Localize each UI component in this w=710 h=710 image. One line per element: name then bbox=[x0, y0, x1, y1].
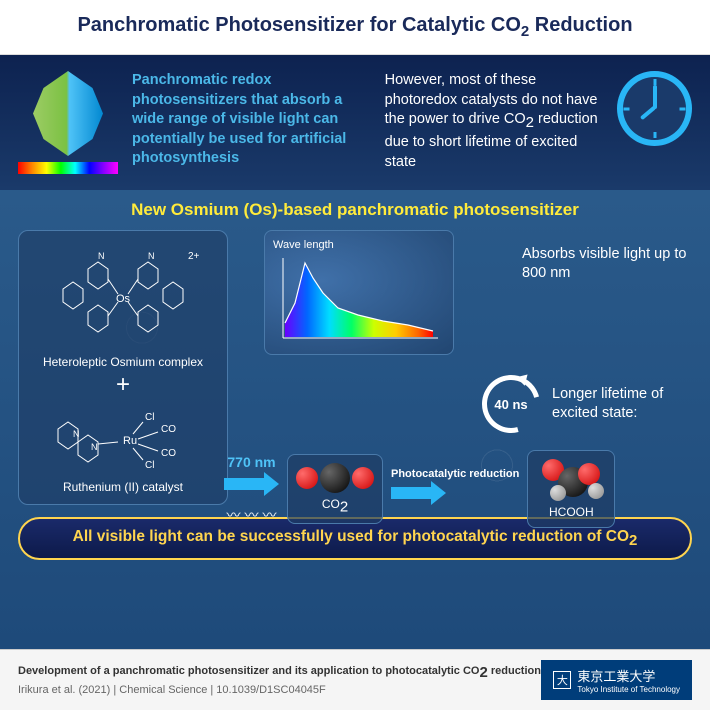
spectrum-bar bbox=[18, 162, 118, 174]
arrow-icon bbox=[391, 481, 446, 505]
nm-label: 770 nm bbox=[224, 454, 279, 470]
ns-value: 40 ns bbox=[482, 375, 540, 433]
title-bar: Panchromatic Photosensitizer for Catalyt… bbox=[0, 0, 710, 55]
title-text: Panchromatic Photosensitizer for Catalyt… bbox=[77, 14, 520, 36]
logo-jp: 東京工業大学 bbox=[577, 666, 680, 685]
intro-text-left: Panchromatic redox photosensitizers that… bbox=[132, 71, 371, 169]
tick bbox=[680, 107, 686, 110]
oxygen-atom bbox=[352, 467, 374, 489]
ns-circle-icon: 40 ns bbox=[482, 375, 540, 433]
reaction-row: 770 nm 〰〰〰 CO2 Photocatalytic reduct bbox=[224, 450, 615, 528]
intro-text-right: However, most of these photoredox cataly… bbox=[385, 71, 604, 172]
footer: Development of a panchromatic photosensi… bbox=[0, 649, 710, 710]
hcooh-molecule-box: HCOOH bbox=[527, 450, 615, 528]
hydrogen-atom bbox=[550, 485, 566, 501]
lifetime-text: Longer lifetime of excited state: bbox=[552, 385, 682, 423]
university-logo: 大 東京工業大学 Tokyo Institute of Technology bbox=[541, 660, 692, 700]
main-title: Panchromatic Photosensitizer for Catalyt… bbox=[20, 14, 690, 40]
logo-en: Tokyo Institute of Technology bbox=[577, 685, 680, 694]
chem-box: Os 2+ bbox=[18, 230, 228, 505]
hydrogen-atom bbox=[588, 483, 604, 499]
wavy-lines: 〰〰〰 bbox=[224, 505, 279, 525]
svg-text:N: N bbox=[98, 251, 105, 261]
wave-svg bbox=[273, 253, 443, 343]
co2-label: CO2 bbox=[322, 497, 348, 515]
leaf-icon bbox=[33, 71, 103, 156]
carbon-atom bbox=[320, 463, 350, 493]
logo-text: 東京工業大学 Tokyo Institute of Technology bbox=[577, 666, 680, 694]
oxygen-atom bbox=[296, 467, 318, 489]
wave-label: Wave length bbox=[273, 239, 445, 251]
wavelength-chart-box: Wave length bbox=[264, 230, 454, 355]
plus-sign: + bbox=[29, 371, 217, 399]
arrow-icon bbox=[224, 472, 279, 496]
infographic-container: Panchromatic Photosensitizer for Catalyt… bbox=[0, 0, 710, 710]
section2-body: Os 2+ bbox=[18, 230, 692, 505]
charge: 2+ bbox=[188, 251, 200, 262]
svg-text:N: N bbox=[91, 442, 98, 452]
leaf-shape bbox=[33, 71, 103, 156]
svg-text:Cl: Cl bbox=[145, 412, 154, 423]
footer-title: Development of a panchromatic photosensi… bbox=[18, 662, 541, 683]
intro-section: Panchromatic redox photosensitizers that… bbox=[0, 55, 710, 190]
photo-label: Photocatalytic reduction bbox=[391, 468, 519, 480]
svg-text:N: N bbox=[148, 251, 155, 261]
wave-chart bbox=[273, 253, 445, 348]
hcooh-molecule bbox=[536, 459, 606, 501]
main-section: New Osmium (Os)-based panchromatic photo… bbox=[0, 190, 710, 649]
co2-molecule bbox=[296, 463, 374, 493]
lifetime-block: 40 ns Longer lifetime of excited state: bbox=[482, 375, 682, 433]
left-column: Os 2+ bbox=[18, 230, 228, 505]
svg-text:CO: CO bbox=[161, 424, 176, 435]
title-end: Reduction bbox=[529, 14, 632, 36]
svg-text:Ru: Ru bbox=[123, 435, 137, 447]
footer-citation: Development of a panchromatic photosensi… bbox=[18, 662, 541, 698]
leaf-block bbox=[18, 71, 118, 174]
clock-icon bbox=[617, 71, 692, 146]
osmium-structure: Os 2+ bbox=[29, 241, 217, 351]
os-svg: Os 2+ bbox=[38, 244, 208, 349]
hcooh-label: HCOOH bbox=[549, 505, 594, 519]
ruthenium-label: Ruthenium (II) catalyst bbox=[29, 480, 217, 494]
tick bbox=[624, 107, 630, 110]
photo-arrow-block: Photocatalytic reduction bbox=[391, 468, 519, 509]
svg-text:N: N bbox=[73, 429, 80, 439]
co2-molecule-box: CO2 bbox=[287, 454, 383, 524]
svg-text:Cl: Cl bbox=[145, 460, 154, 471]
title-subscript: 2 bbox=[521, 23, 529, 40]
svg-text:CO: CO bbox=[161, 448, 176, 459]
tick bbox=[653, 132, 656, 138]
oxygen-atom bbox=[578, 463, 600, 485]
osmium-label: Heteroleptic Osmium complex bbox=[29, 355, 217, 369]
footer-ref: Irikura et al. (2021) | Chemical Science… bbox=[18, 683, 541, 698]
text2sub: 2 bbox=[526, 114, 534, 131]
tick bbox=[653, 79, 656, 85]
absorb-text: Absorbs visible light up to 800 nm bbox=[522, 245, 692, 283]
right-column: Wave length bbox=[244, 230, 692, 505]
ru-svg: N N Ru Cl Cl CO CO bbox=[43, 404, 203, 474]
nm-arrow-block: 770 nm 〰〰〰 bbox=[224, 454, 279, 525]
ruthenium-structure: N N Ru Cl Cl CO CO bbox=[29, 401, 217, 476]
logo-icon: 大 bbox=[553, 671, 571, 689]
